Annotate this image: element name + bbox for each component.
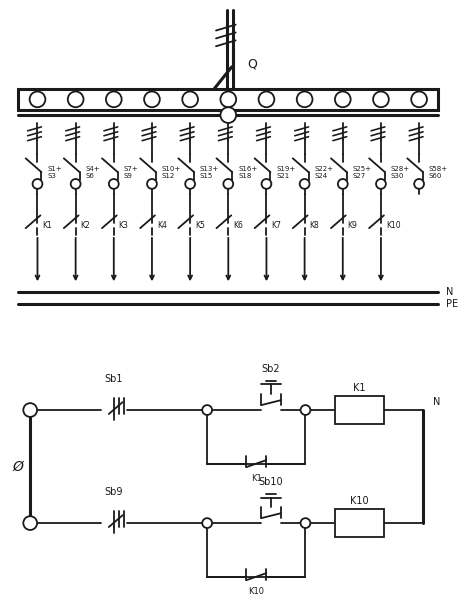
Text: K1: K1 bbox=[353, 383, 366, 393]
Circle shape bbox=[224, 179, 233, 189]
Text: K1: K1 bbox=[251, 474, 262, 483]
Bar bbox=[18, 89, 438, 110]
Text: Sb2: Sb2 bbox=[262, 364, 280, 374]
Circle shape bbox=[376, 179, 386, 189]
Circle shape bbox=[373, 91, 389, 107]
Circle shape bbox=[414, 179, 424, 189]
Circle shape bbox=[23, 403, 37, 417]
Text: K10: K10 bbox=[350, 496, 369, 507]
Circle shape bbox=[411, 91, 427, 107]
Text: K7: K7 bbox=[271, 221, 281, 230]
Circle shape bbox=[258, 91, 274, 107]
Text: K1: K1 bbox=[42, 221, 52, 230]
Circle shape bbox=[144, 91, 160, 107]
Text: S19+
S21: S19+ S21 bbox=[276, 166, 296, 179]
Text: K4: K4 bbox=[157, 221, 167, 230]
Text: Sb1: Sb1 bbox=[105, 374, 123, 383]
Circle shape bbox=[262, 179, 271, 189]
Circle shape bbox=[300, 179, 309, 189]
Circle shape bbox=[301, 518, 310, 528]
Text: K3: K3 bbox=[119, 221, 129, 230]
Circle shape bbox=[202, 405, 212, 415]
Text: S25+
S27: S25+ S27 bbox=[353, 166, 372, 179]
Text: K10: K10 bbox=[248, 587, 264, 596]
Circle shape bbox=[68, 91, 84, 107]
Text: K6: K6 bbox=[233, 221, 243, 230]
Circle shape bbox=[335, 91, 351, 107]
Circle shape bbox=[106, 91, 122, 107]
Circle shape bbox=[297, 91, 313, 107]
Text: S28+
S30: S28+ S30 bbox=[391, 166, 410, 179]
Text: Sb9: Sb9 bbox=[105, 487, 123, 496]
Bar bbox=[335, 509, 384, 537]
Circle shape bbox=[185, 179, 195, 189]
Circle shape bbox=[23, 516, 37, 530]
Text: K9: K9 bbox=[347, 221, 358, 230]
Text: S16+
S18: S16+ S18 bbox=[238, 166, 257, 179]
Bar bbox=[335, 396, 384, 424]
Text: S13+
S15: S13+ S15 bbox=[200, 166, 219, 179]
Text: K2: K2 bbox=[80, 221, 90, 230]
Text: S58+
S60: S58+ S60 bbox=[429, 166, 448, 179]
Circle shape bbox=[202, 518, 212, 528]
Text: S4+
S6: S4+ S6 bbox=[85, 166, 100, 179]
Text: K10: K10 bbox=[386, 221, 401, 230]
Circle shape bbox=[220, 107, 236, 123]
Text: N: N bbox=[433, 397, 441, 407]
Circle shape bbox=[30, 91, 45, 107]
Text: Ø: Ø bbox=[13, 459, 24, 474]
Text: S7+
S9: S7+ S9 bbox=[123, 166, 138, 179]
Text: K8: K8 bbox=[309, 221, 319, 230]
Circle shape bbox=[147, 179, 157, 189]
Circle shape bbox=[338, 179, 347, 189]
Circle shape bbox=[301, 405, 310, 415]
Text: PE: PE bbox=[446, 299, 458, 309]
Circle shape bbox=[33, 179, 42, 189]
Circle shape bbox=[182, 91, 198, 107]
Text: S1+
S3: S1+ S3 bbox=[47, 166, 62, 179]
Circle shape bbox=[220, 91, 236, 107]
Text: Q: Q bbox=[247, 57, 257, 71]
Circle shape bbox=[71, 179, 80, 189]
Text: N: N bbox=[446, 287, 453, 297]
Text: Sb10: Sb10 bbox=[259, 477, 283, 487]
Text: S22+
S24: S22+ S24 bbox=[314, 166, 333, 179]
Circle shape bbox=[109, 179, 119, 189]
Text: K5: K5 bbox=[195, 221, 205, 230]
Text: S10+
S12: S10+ S12 bbox=[162, 166, 181, 179]
